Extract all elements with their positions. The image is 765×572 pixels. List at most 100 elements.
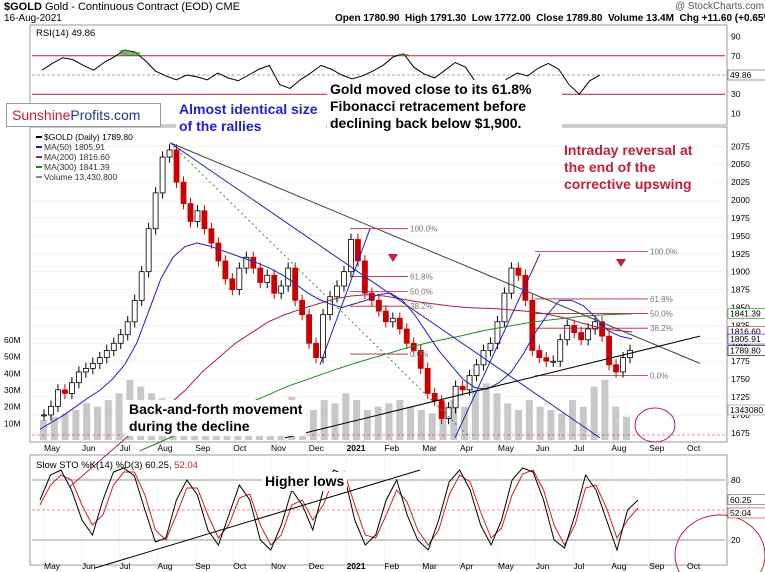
price-candle <box>229 278 236 290</box>
price-candle <box>278 285 285 294</box>
price-x-label-4: Sep <box>195 443 210 453</box>
volume-bar <box>374 406 382 440</box>
price-candle <box>571 324 578 333</box>
price-tick-1750: 1750 <box>731 374 750 384</box>
price-candle <box>452 385 459 409</box>
price-candle <box>348 239 354 273</box>
price-x-label-1: Jun <box>82 443 96 453</box>
volume-tick-20M: 20M <box>4 402 21 412</box>
volume-bar <box>104 400 112 440</box>
price-candle <box>396 317 403 330</box>
price-candle <box>55 389 61 407</box>
downtrend-line-black <box>169 142 701 364</box>
price-candle <box>159 156 166 194</box>
volume-bar <box>590 386 598 440</box>
right-fib-label-3: 38.2% <box>650 324 673 333</box>
stochastic-layer: Slow STO %K(14) %D(3) 60.25, 52.04 <box>36 460 765 572</box>
price-candle <box>522 274 529 301</box>
symbol-ticker: $GOLD <box>4 1 42 13</box>
price-candle <box>424 367 431 394</box>
open-value: Open 1780.90 <box>335 13 400 24</box>
change-value: Chg +11.60 (+0.65%) <box>679 13 765 24</box>
high-value: High 1791.30 <box>405 13 467 24</box>
price-value-label-0: 1841.39 <box>730 309 761 319</box>
volume-bar <box>331 403 339 440</box>
price-candle <box>494 321 501 344</box>
price-candle <box>613 364 619 373</box>
rally-line-2 <box>454 253 541 439</box>
price-x-label-0: May <box>44 443 61 453</box>
stockcharts-watermark: @ StockCharts.com <box>675 1 765 12</box>
price-candle <box>299 299 306 316</box>
sto-x-label-11: Apr <box>460 561 473 571</box>
volume-bar <box>450 400 458 440</box>
price-x-label-13: Jun <box>536 443 550 453</box>
rsi-overbought-fill <box>398 53 409 56</box>
sto-x-label-1: Jun <box>82 561 96 571</box>
price-value-label-2-box <box>727 333 765 345</box>
price-candle <box>166 149 173 158</box>
legend-entry-1: MA(50) 1805.91 <box>44 142 105 152</box>
legend-entry-0: $GOLD (Daily) 1789.80 <box>44 132 133 142</box>
rsi-layer: RSI(14) 49.86 <box>36 28 601 95</box>
volume-bar <box>417 410 425 440</box>
price-x-label-5: Oct <box>233 443 247 453</box>
price-x-label-17: Oct <box>687 443 701 453</box>
price-candle <box>173 149 180 183</box>
price-x-label-8: 2021 <box>347 443 366 453</box>
price-tick-1725: 1725 <box>731 392 750 402</box>
rally-line-1 <box>319 228 371 365</box>
price-x-label-10: Mar <box>422 443 437 453</box>
sto-k-value-label-box <box>727 494 765 506</box>
volume-bar <box>536 406 544 440</box>
sto-x-label-10: Mar <box>422 561 437 571</box>
sto-title: Slow STO %K(14) %D(3) 60.25, 52.04 <box>36 460 198 471</box>
price-candle <box>215 242 222 262</box>
logo-profits: Profits.com <box>70 107 141 123</box>
volume-bar <box>439 403 447 440</box>
ohlc-readout: Open 1780.90 High 1791.30 Low 1772.00 Cl… <box>335 13 765 24</box>
callout-fibonacci: Gold moved close to its 61.8% Fibonacci … <box>327 80 562 133</box>
rsi-value-label-box <box>727 69 765 81</box>
price-candle <box>145 228 152 273</box>
volume-bar <box>385 403 393 440</box>
symbol-exchange: CME <box>215 1 240 13</box>
red-arrow-right <box>616 259 626 267</box>
price-candle <box>313 342 319 359</box>
price-candle <box>403 328 410 344</box>
price-x-label-6: Nov <box>271 443 287 453</box>
sto-x-label-3: Aug <box>157 561 172 571</box>
sto-x-label-16: Sep <box>649 561 664 571</box>
rsi-overbought-fill <box>119 50 130 56</box>
price-candle <box>48 405 54 416</box>
price-candle <box>382 310 389 323</box>
price-candle <box>473 364 480 376</box>
left-fib-label-3: 38.2% <box>410 302 433 311</box>
price-value-label-0-box <box>727 308 765 319</box>
close-value: Close 1789.80 <box>536 13 603 24</box>
rsi-tick-10: 10 <box>731 108 741 118</box>
axis-label-layer: 907050301049.862075205020252000197519501… <box>4 32 765 571</box>
volume-bar <box>493 393 501 440</box>
sto-x-label-6: Nov <box>271 561 287 571</box>
price-candle <box>124 321 131 336</box>
price-candle <box>515 267 522 276</box>
price-x-label-11: Apr <box>460 443 473 453</box>
stochastic-gridlines <box>32 455 725 565</box>
price-tick-1950: 1950 <box>731 231 750 241</box>
price-x-label-9: Feb <box>384 443 399 453</box>
price-candle <box>536 350 543 359</box>
price-candle <box>152 192 159 230</box>
price-candle <box>431 393 438 402</box>
price-candle <box>82 367 89 373</box>
price-x-label-7: Dec <box>309 443 325 453</box>
left-fib-label-2: 50.0% <box>410 287 433 296</box>
volume-bar <box>623 416 630 440</box>
sto-x-label-4: Sep <box>195 561 210 571</box>
price-candle <box>271 274 278 294</box>
price-candle <box>110 342 117 351</box>
price-candle <box>417 350 424 369</box>
price-candle <box>550 360 557 363</box>
volume-bar <box>309 410 317 440</box>
